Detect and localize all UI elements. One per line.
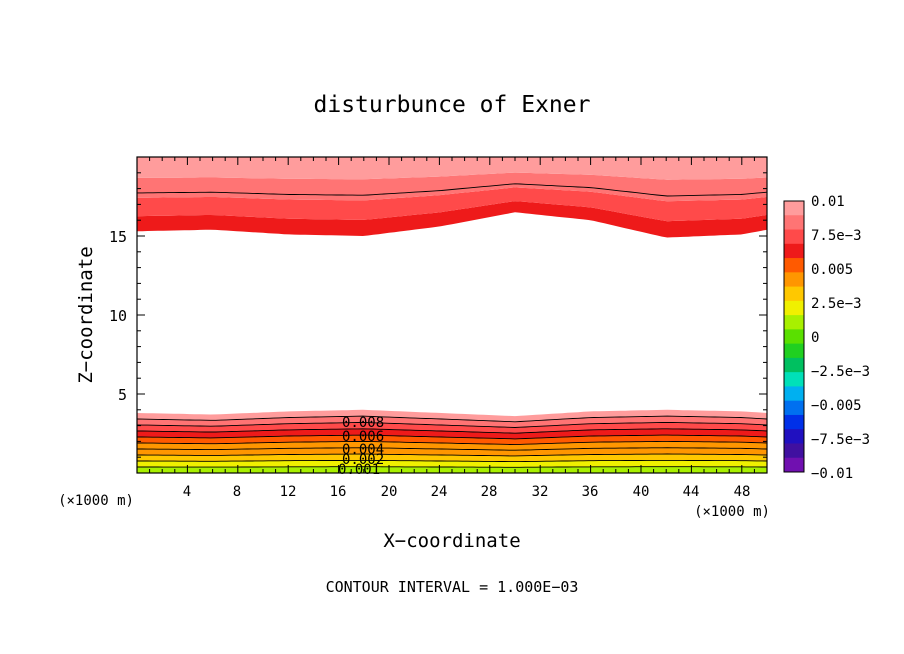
- x-axis-label: X−coordinate: [383, 530, 520, 552]
- lower-band: [137, 447, 767, 456]
- axis-ticks: [137, 157, 767, 473]
- chart-title: disturbunce of Exner: [314, 92, 591, 118]
- lower-band: [137, 422, 767, 434]
- colorbar-cell: [784, 343, 804, 359]
- y-tick-label: 15: [109, 228, 127, 246]
- lower-band: [137, 416, 767, 428]
- colorbar-cell: [784, 315, 804, 330]
- colorbar-cell: [784, 372, 804, 387]
- x-unit-label: (×1000 m): [694, 504, 770, 520]
- contour-label: 0.004: [342, 442, 384, 458]
- contour-labels: 0.008 0.006 0.004 0.002 0.001: [338, 415, 384, 478]
- colorbar-cell: [784, 429, 804, 444]
- x-tick-labels: 4 8 12 16 20 24 28 32 36 40 44 48: [183, 484, 751, 500]
- upper-layer: [137, 157, 768, 238]
- x-tick-label: 12: [280, 484, 297, 500]
- upper-band: [137, 201, 767, 238]
- upper-contour-line: [137, 183, 768, 197]
- colorbar-cell: [784, 443, 804, 459]
- y-tick-label: 5: [118, 386, 127, 404]
- x-tick-label: 36: [582, 484, 599, 500]
- x-tick-label: 8: [233, 484, 241, 500]
- lower-contour-line: [137, 466, 767, 468]
- colorbar-cell: [784, 229, 804, 245]
- colorbar-label: −0.005: [811, 398, 862, 414]
- colorbar-cell: [784, 329, 804, 345]
- colorbar-cell: [784, 357, 804, 373]
- lower-band: [137, 460, 767, 468]
- colorbar-cells: [784, 201, 804, 473]
- plot-area: 0.008 0.006 0.004 0.002 0.001: [136, 156, 768, 478]
- lower-contour-line: [136, 415, 768, 423]
- lower-band: [137, 454, 767, 462]
- lower-band: [137, 428, 767, 439]
- contour-label: 0.006: [342, 429, 384, 445]
- colorbar-label: −2.5e−3: [811, 364, 870, 380]
- lower-band: [137, 435, 767, 445]
- colorbar: 0.01 7.5e−3 0.005 2.5e−3 0 −2.5e−3 −0.00…: [783, 194, 870, 482]
- lower-contour-line: [137, 453, 768, 457]
- lower-band: [137, 409, 767, 422]
- colorbar-label: −0.01: [811, 466, 853, 482]
- contour-label: 0.001: [338, 462, 380, 478]
- colorbar-label: 7.5e−3: [811, 228, 862, 244]
- x-tick-label: 16: [330, 484, 347, 500]
- colorbar-cell: [784, 386, 804, 402]
- colorbar-label: 0.005: [811, 262, 853, 278]
- colorbar-frame: [783, 200, 805, 473]
- colorbar-cell: [784, 457, 804, 473]
- x-tick-label: 20: [381, 484, 398, 500]
- y-tick-label: 10: [109, 307, 127, 325]
- y-tick-labels: 5 10 15: [109, 228, 127, 404]
- x-tick-label: 28: [481, 484, 498, 500]
- colorbar-cell: [784, 414, 804, 430]
- lower-contour-line: [136, 422, 768, 428]
- lower-layer: [136, 409, 768, 473]
- lower-contour-line: [137, 459, 768, 463]
- colorbar-cell: [784, 201, 804, 216]
- y-unit-label: (×1000 m): [58, 493, 134, 509]
- colorbar-label: 0.01: [811, 194, 845, 210]
- colorbar-cell: [784, 215, 804, 231]
- lower-contour-line: [137, 434, 768, 440]
- x-tick-label: 40: [633, 484, 650, 500]
- colorbar-cell: [784, 243, 804, 259]
- upper-band: [137, 187, 767, 222]
- lower-contour-line: [137, 447, 768, 451]
- colorbar-cell: [784, 258, 804, 273]
- colorbar-cell: [784, 400, 804, 416]
- x-tick-label: 32: [532, 484, 549, 500]
- x-tick-label: 24: [431, 484, 448, 500]
- x-tick-label: 44: [683, 484, 700, 500]
- colorbar-cell: [784, 272, 804, 288]
- contour-label: 0.002: [342, 452, 384, 468]
- contour-label: 0.008: [342, 415, 384, 431]
- lower-contour-line: [137, 440, 768, 446]
- colorbar-label: 2.5e−3: [811, 296, 862, 312]
- colorbar-label: −7.5e−3: [811, 432, 870, 448]
- contour-interval-note: CONTOUR INTERVAL = 1.000E−03: [326, 578, 579, 596]
- colorbar-label: 0: [811, 330, 819, 346]
- lower-contour-line: [137, 428, 768, 434]
- x-tick-label: 48: [734, 484, 751, 500]
- upper-band: [137, 157, 767, 180]
- y-axis-label: Z−coordinate: [75, 246, 97, 383]
- x-tick-label: 4: [183, 484, 191, 500]
- colorbar-cell: [784, 286, 804, 302]
- colorbar-cell: [784, 300, 804, 316]
